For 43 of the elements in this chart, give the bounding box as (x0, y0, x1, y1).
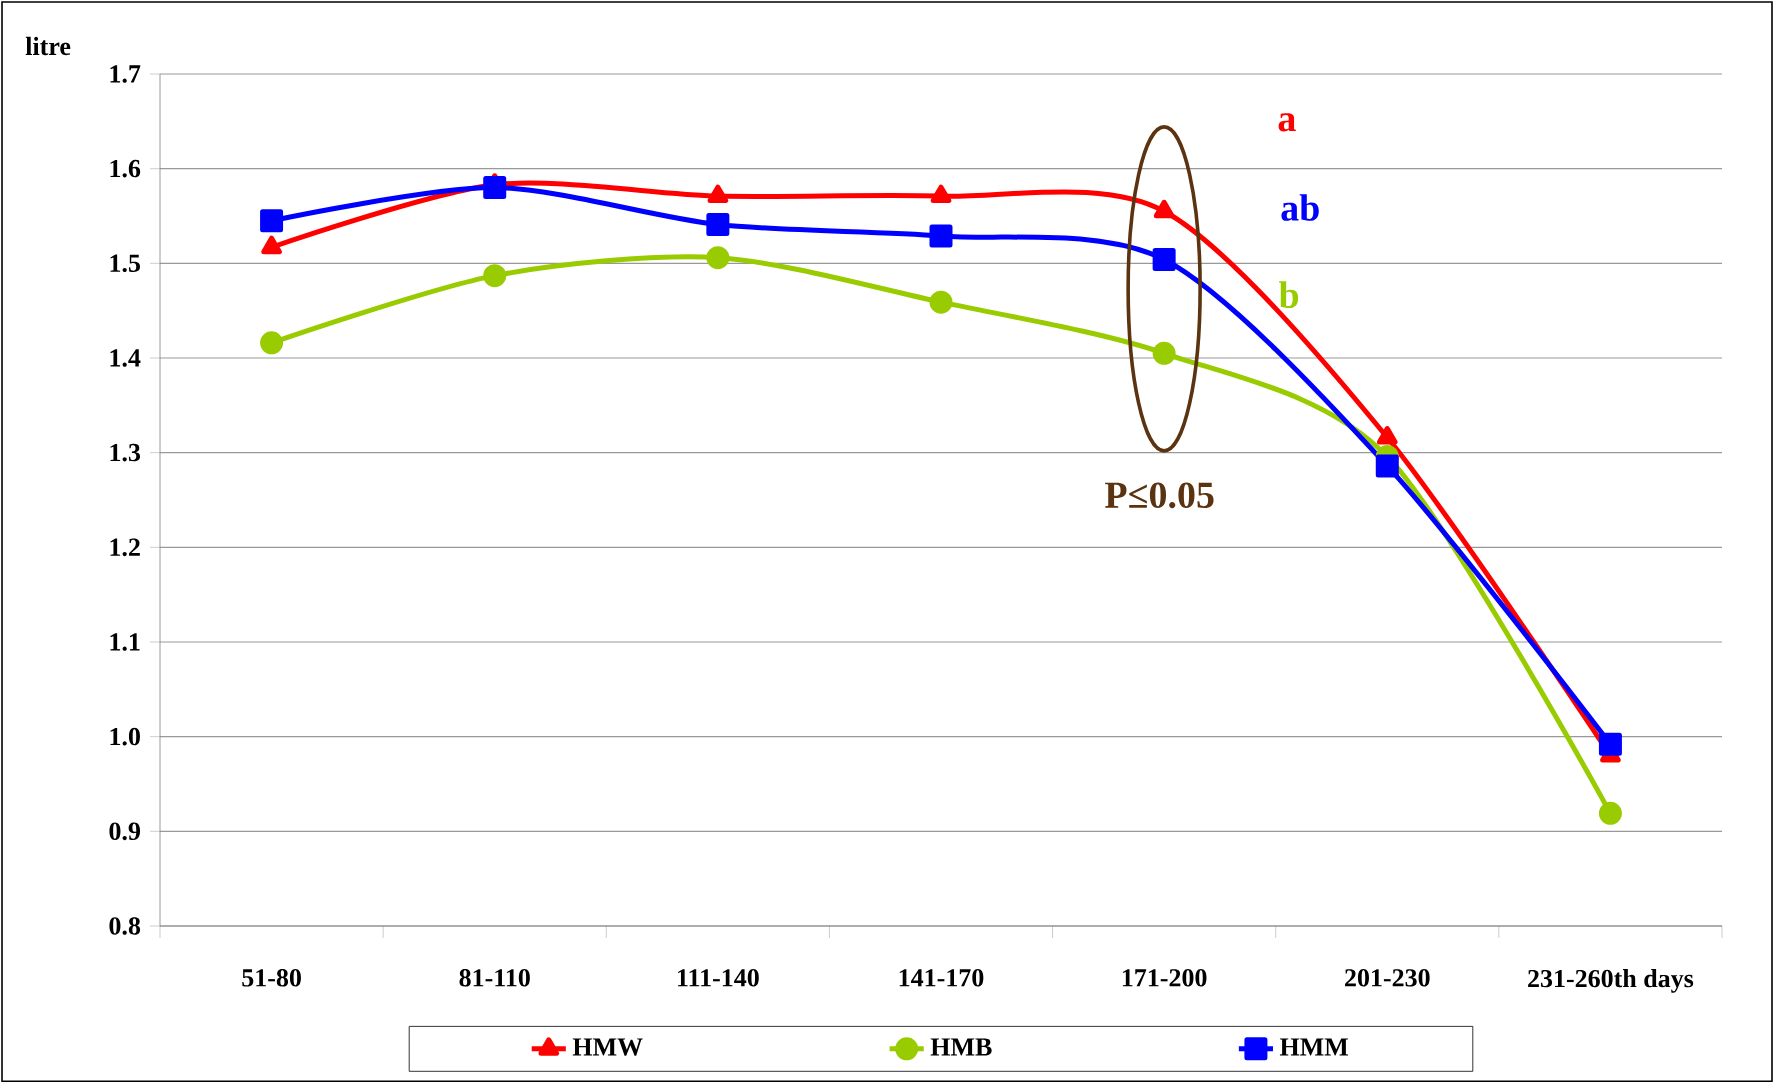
point (929, 290, 953, 314)
point (260, 331, 284, 355)
point (707, 184, 729, 204)
point (1153, 199, 1175, 219)
point (1598, 732, 1622, 756)
y-tick-label: 1.2 (110, 538, 140, 557)
x-tick-label: 51-80 (242, 968, 301, 987)
point (261, 235, 282, 255)
point (483, 176, 507, 200)
point (1152, 247, 1176, 271)
y-tick-label: 1.4 (110, 349, 141, 367)
point (706, 212, 730, 236)
annotation: P≤0.05 (1105, 482, 1214, 509)
y-tick-label: 1.1 (110, 633, 140, 651)
y-tick-label: 1.7 (110, 65, 141, 83)
y-tick-label: 1.0 (110, 727, 140, 746)
y-axis-title: litre (25, 36, 71, 56)
point (483, 264, 507, 288)
x-tick-label: 111-140 (678, 968, 759, 987)
point (929, 224, 953, 248)
x-tick-label: 81-110 (459, 968, 530, 987)
point (706, 246, 730, 270)
point (1152, 341, 1176, 365)
legend-label: HMB (930, 1038, 992, 1056)
point (1376, 425, 1398, 445)
annotation: ab (1281, 194, 1319, 221)
point (1375, 454, 1399, 478)
annotation: b (1279, 281, 1299, 308)
x-tick-label: 201-230 (1345, 968, 1430, 987)
y-tick-label: 1.5 (110, 254, 140, 273)
legend-label: HMW (572, 1038, 643, 1056)
y-tick-label: 1.3 (110, 443, 141, 462)
y-tick-label: 0.8 (109, 917, 141, 935)
point (930, 184, 952, 204)
x-tick-label: 171-200 (1122, 968, 1207, 987)
y-tick-label: 1.6 (110, 159, 141, 178)
x-tick-label: 141-170 (899, 968, 984, 987)
point (1598, 801, 1622, 825)
legend-label: HMM (1279, 1038, 1349, 1056)
x-tick-label: 231-260th days (1528, 968, 1694, 993)
annotation: a (1278, 113, 1296, 132)
point (260, 209, 284, 233)
y-tick-label: 0.9 (109, 822, 141, 841)
